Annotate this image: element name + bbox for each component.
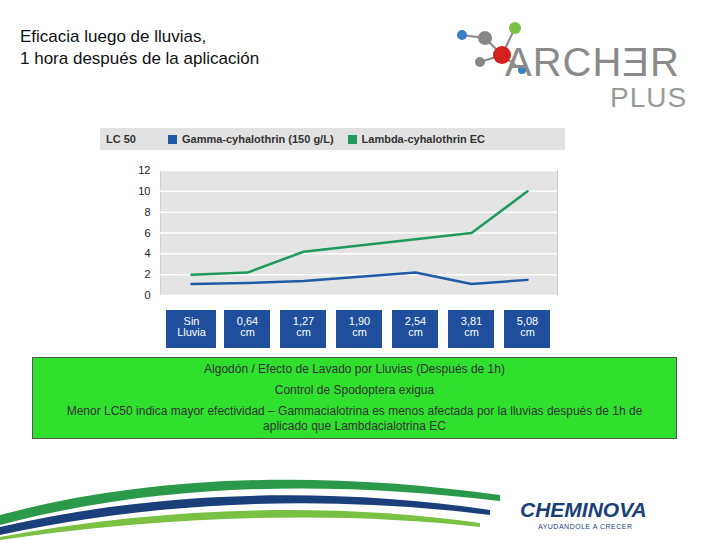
- svg-text:3,81cm: 3,81cm: [461, 315, 482, 338]
- html-text:Lambda-cyhalothrin EC: Lambda-cyhalothrin EC: [361, 133, 485, 145]
- html-text:AYUDANDOLE A CRECER: AYUDANDOLE A CRECER: [538, 523, 633, 530]
- svg-text:1,90cm: 1,90cm: [349, 315, 370, 338]
- svg-text:8: 8: [144, 206, 150, 218]
- svg-text:12: 12: [138, 164, 150, 176]
- svg-text:6: 6: [144, 227, 150, 239]
- html-text:PLUS: PLUS: [610, 82, 688, 113]
- html-text:CHEMINOVA: CHEMINOVA: [520, 498, 647, 521]
- html-text:Menor LC50 indica mayor efecti: Menor LC50 indica mayor efectividad – Ga…: [66, 404, 643, 433]
- svg-text:10: 10: [138, 185, 150, 197]
- svg-text:SinLluvia: SinLluvia: [177, 315, 207, 338]
- svg-text:4: 4: [144, 247, 150, 259]
- html-text:Control de Spodoptera exigua: Control de Spodoptera exigua: [274, 383, 435, 397]
- svg-text:0,64cm: 0,64cm: [237, 315, 258, 338]
- svg-text:2,54cm: 2,54cm: [405, 315, 426, 338]
- svg-text:0: 0: [144, 289, 150, 301]
- svg-text:5,08cm: 5,08cm: [517, 315, 538, 338]
- svg-text:2: 2: [144, 268, 150, 280]
- html-text:Gamma-cyhalothrin (150 g/L): Gamma-cyhalothrin (150 g/L): [182, 133, 334, 145]
- html-text:ARCHƎR: ARCHƎR: [505, 40, 680, 84]
- svg-text:1,27cm: 1,27cm: [293, 315, 314, 338]
- html-text:Algodón / Efecto de Lavado por: Algodón / Efecto de Lavado por Lluvias (…: [204, 362, 505, 376]
- html-text:Eficacia luego de lluvias, 1 h: Eficacia luego de lluvias, 1 hora despué…: [20, 27, 260, 68]
- html-text:LC 50: LC 50: [106, 133, 136, 145]
